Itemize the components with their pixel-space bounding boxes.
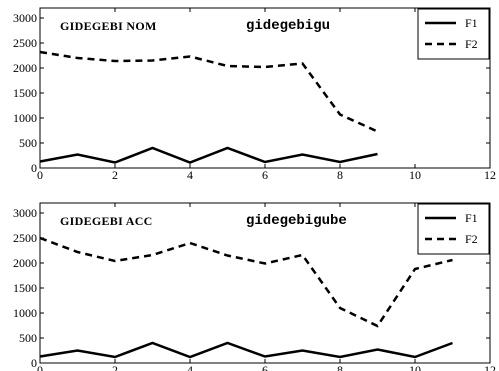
x-tick-label: 8 xyxy=(337,168,343,182)
y-tick-label: 2000 xyxy=(13,61,37,75)
series-line-f1 xyxy=(39,146,378,164)
x-tick-label: 12 xyxy=(484,168,496,182)
y-tick-label: 0 xyxy=(31,356,37,370)
x-tick-label: 0 xyxy=(37,363,43,371)
y-tick-label: 3000 xyxy=(13,11,37,25)
y-tick-label: 500 xyxy=(19,331,37,345)
series-line-f1 xyxy=(39,341,453,359)
panel-word: gidegebigu xyxy=(246,18,330,34)
x-tick-label: 2 xyxy=(112,363,118,371)
panel-label: GIDEGEBI NOM xyxy=(60,19,157,33)
x-tick-label: 4 xyxy=(187,363,193,371)
x-tick-label: 6 xyxy=(262,363,268,371)
y-tick-label: 2500 xyxy=(13,231,37,245)
x-tick-label: 10 xyxy=(409,168,421,182)
y-tick-label: 500 xyxy=(19,136,37,150)
y-tick-label: 3000 xyxy=(13,206,37,220)
y-tick-label: 1500 xyxy=(13,281,37,295)
legend-label-f1: F1 xyxy=(465,211,478,225)
y-tick-label: 1000 xyxy=(13,111,37,125)
legend-label-f1: F1 xyxy=(465,16,478,30)
y-tick-label: 1000 xyxy=(13,306,37,320)
y-tick-label: 0 xyxy=(31,161,37,175)
panel-word: gidegebigube xyxy=(246,213,347,229)
legend-box xyxy=(417,8,490,60)
x-tick-label: 12 xyxy=(484,363,496,371)
series-line-f2 xyxy=(39,50,379,133)
legend: F1 F2 xyxy=(417,203,490,255)
chart-panel-1: 0 2 4 6 8 10 12 0 500 1000 1500 2000 2500 3000 GIDEGEB… xyxy=(13,7,496,182)
x-tick-label: 10 xyxy=(409,363,421,371)
y-tick-label: 1500 xyxy=(13,86,37,100)
x-tick-label: 8 xyxy=(337,363,343,371)
x-tick-label: 6 xyxy=(262,168,268,182)
y-tick-label: 2500 xyxy=(13,36,37,50)
y-tick-label: 2000 xyxy=(13,256,37,270)
legend-label-f2: F2 xyxy=(465,232,478,246)
chart-panel-2: 0 2 4 6 8 10 12 0 500 1000 1500 2000 2500 3000 GIDEGEB… xyxy=(13,202,496,371)
series-line-f2 xyxy=(39,236,453,328)
legend: F1 F2 xyxy=(417,8,490,60)
panel-label: GIDEGEBI ACC xyxy=(60,214,153,228)
x-tick-label: 0 xyxy=(37,168,43,182)
legend-box xyxy=(417,203,490,255)
x-tick-label: 4 xyxy=(187,168,193,182)
x-tick-label: 2 xyxy=(112,168,118,182)
legend-label-f2: F2 xyxy=(465,37,478,51)
